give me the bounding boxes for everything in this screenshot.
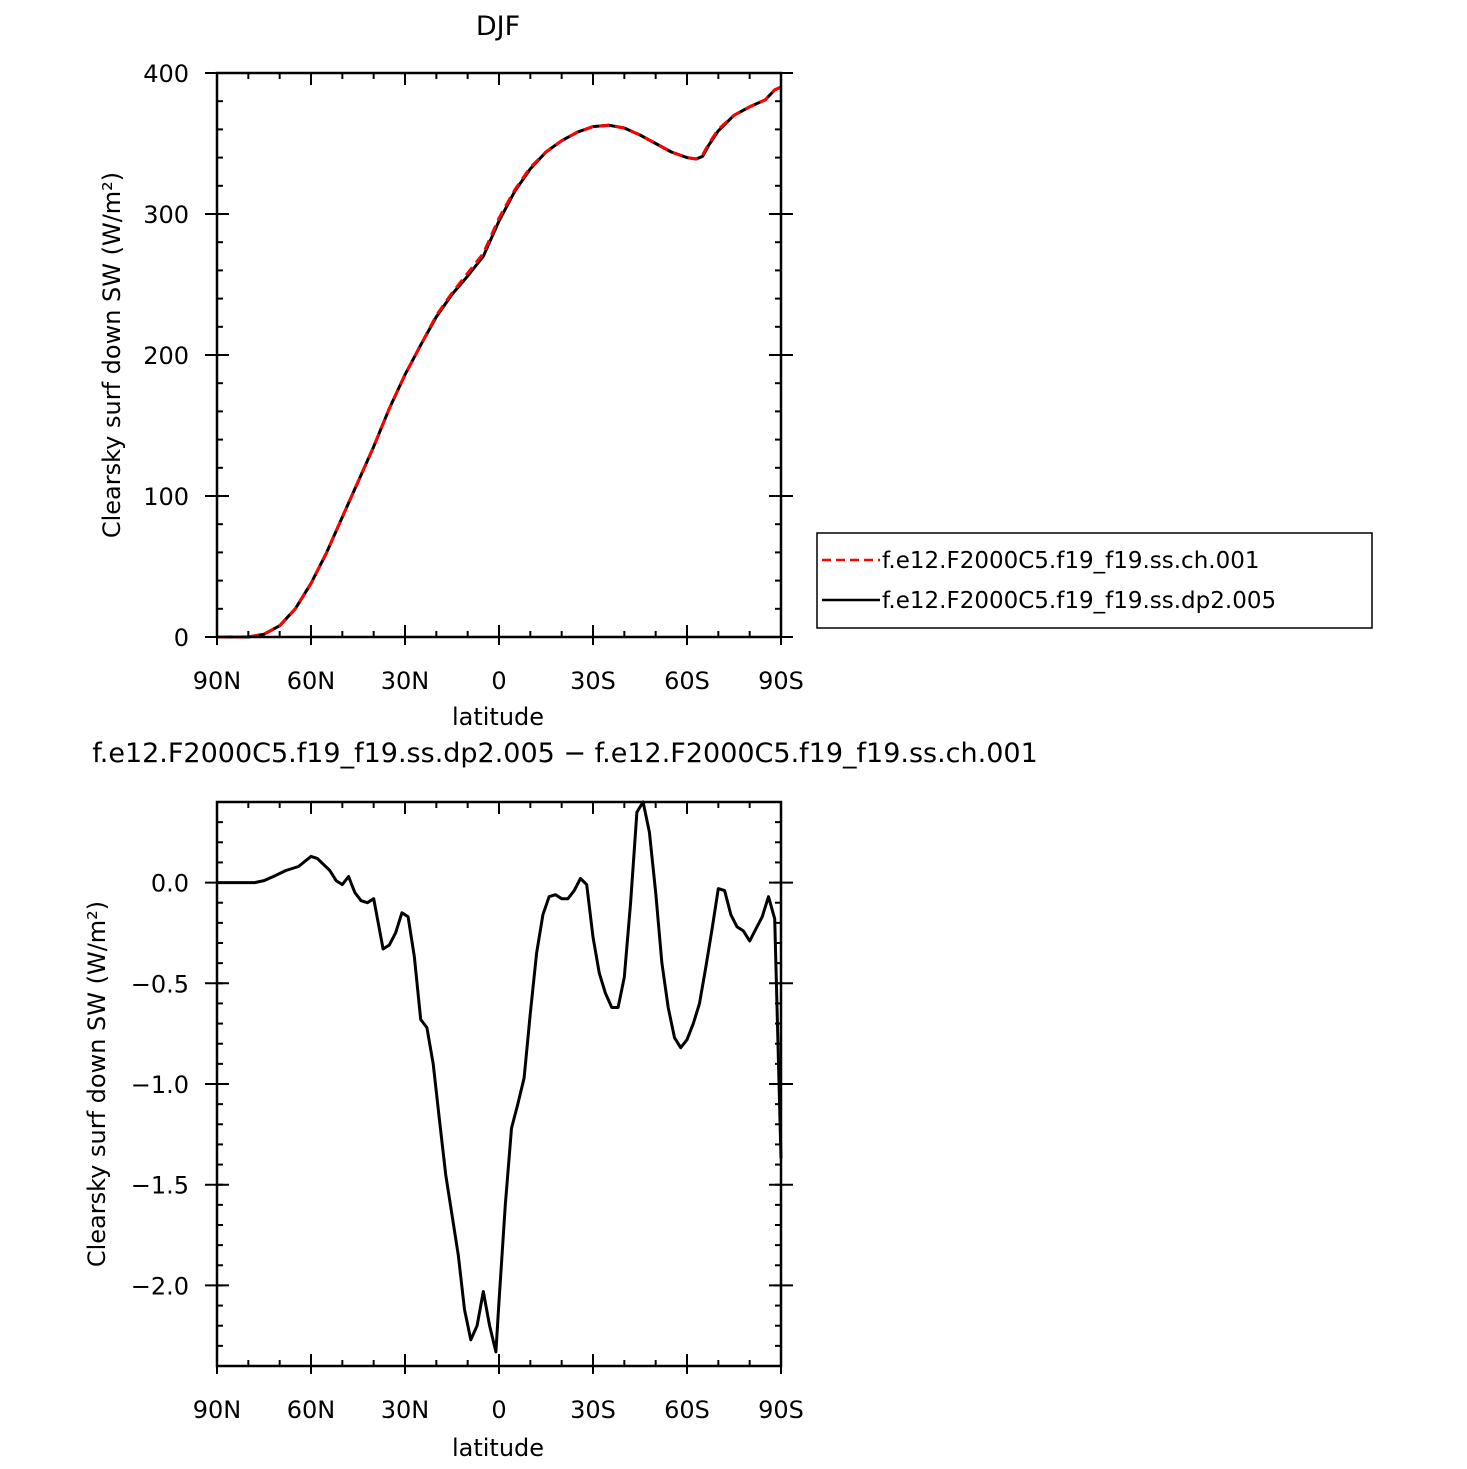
top-y-axis-label: Clearsky surf down SW (W/m²) bbox=[98, 172, 126, 538]
top-x-tick-label: 60S bbox=[664, 667, 710, 695]
bottom-x-tick-label: 90N bbox=[193, 1396, 242, 1424]
bottom-y-tick-label: −2.0 bbox=[131, 1272, 189, 1300]
top-y-tick-label: 300 bbox=[143, 201, 189, 229]
bottom-y-tick-label: −0.5 bbox=[131, 970, 189, 998]
top-y-tick-label: 200 bbox=[143, 342, 189, 370]
top-y-tick-label: 400 bbox=[143, 60, 189, 88]
top-chart-panel: DJF 90N 60N 30N 0 30S 60S 90S 0 100 200 300 400 lat… bbox=[98, 11, 804, 731]
bottom-y-tick-label: −1.5 bbox=[131, 1172, 189, 1200]
top-x-axis-label: latitude bbox=[452, 703, 544, 731]
bottom-x-tick-label: 60S bbox=[664, 1396, 710, 1424]
top-x-tick-label: 0 bbox=[491, 667, 506, 695]
legend-label-series-2: f.e12.F2000C5.f19_f19.ss.dp2.005 bbox=[882, 588, 1276, 614]
top-y-tick-label: 100 bbox=[143, 483, 189, 511]
top-x-tick-label: 30N bbox=[381, 667, 430, 695]
bottom-y-tick-label: 0.0 bbox=[151, 870, 189, 898]
bottom-x-tick-label: 0 bbox=[491, 1396, 506, 1424]
top-x-tick-label: 60N bbox=[287, 667, 336, 695]
legend-box bbox=[816, 532, 1373, 629]
top-x-tick-label: 90N bbox=[193, 667, 242, 695]
legend: f.e12.F2000C5.f19_f19.ss.ch.001 f.e12.F2… bbox=[816, 532, 1373, 629]
bottom-chart-title: f.e12.F2000C5.f19_f19.ss.dp2.005 − f.e12… bbox=[92, 738, 1038, 769]
bottom-chart-axes: 90N 60N 30N 0 30S 60S 90S 0.0 −0.5 −1.0 −1.5 −2.0 bbox=[131, 800, 804, 1424]
top-series-line-2 bbox=[217, 85, 782, 639]
bottom-series-line-1 bbox=[217, 800, 783, 1354]
bottom-x-axis-label: latitude bbox=[452, 1434, 544, 1462]
bottom-y-axis-label: Clearsky surf down SW (W/m²) bbox=[83, 901, 111, 1267]
bottom-x-tick-label: 30S bbox=[570, 1396, 616, 1424]
top-y-tick-label: 0 bbox=[174, 624, 189, 652]
top-chart-marks bbox=[217, 85, 782, 639]
bottom-x-tick-label: 60N bbox=[287, 1396, 336, 1424]
bottom-chart-panel: f.e12.F2000C5.f19_f19.ss.dp2.005 − f.e12… bbox=[83, 738, 1038, 1462]
top-chart-axes: 90N 60N 30N 0 30S 60S 90S 0 100 200 300 400 bbox=[143, 60, 804, 695]
legend-label-series-1: f.e12.F2000C5.f19_f19.ss.ch.001 bbox=[882, 548, 1259, 574]
top-chart-title: DJF bbox=[476, 11, 520, 42]
bottom-chart-marks bbox=[217, 800, 783, 1354]
top-series-line-1 bbox=[217, 85, 782, 639]
bottom-x-tick-label: 30N bbox=[381, 1396, 430, 1424]
top-x-tick-label: 30S bbox=[570, 667, 616, 695]
bottom-x-tick-label: 90S bbox=[758, 1396, 804, 1424]
bottom-y-tick-label: −1.0 bbox=[131, 1071, 189, 1099]
top-x-tick-label: 90S bbox=[758, 667, 804, 695]
